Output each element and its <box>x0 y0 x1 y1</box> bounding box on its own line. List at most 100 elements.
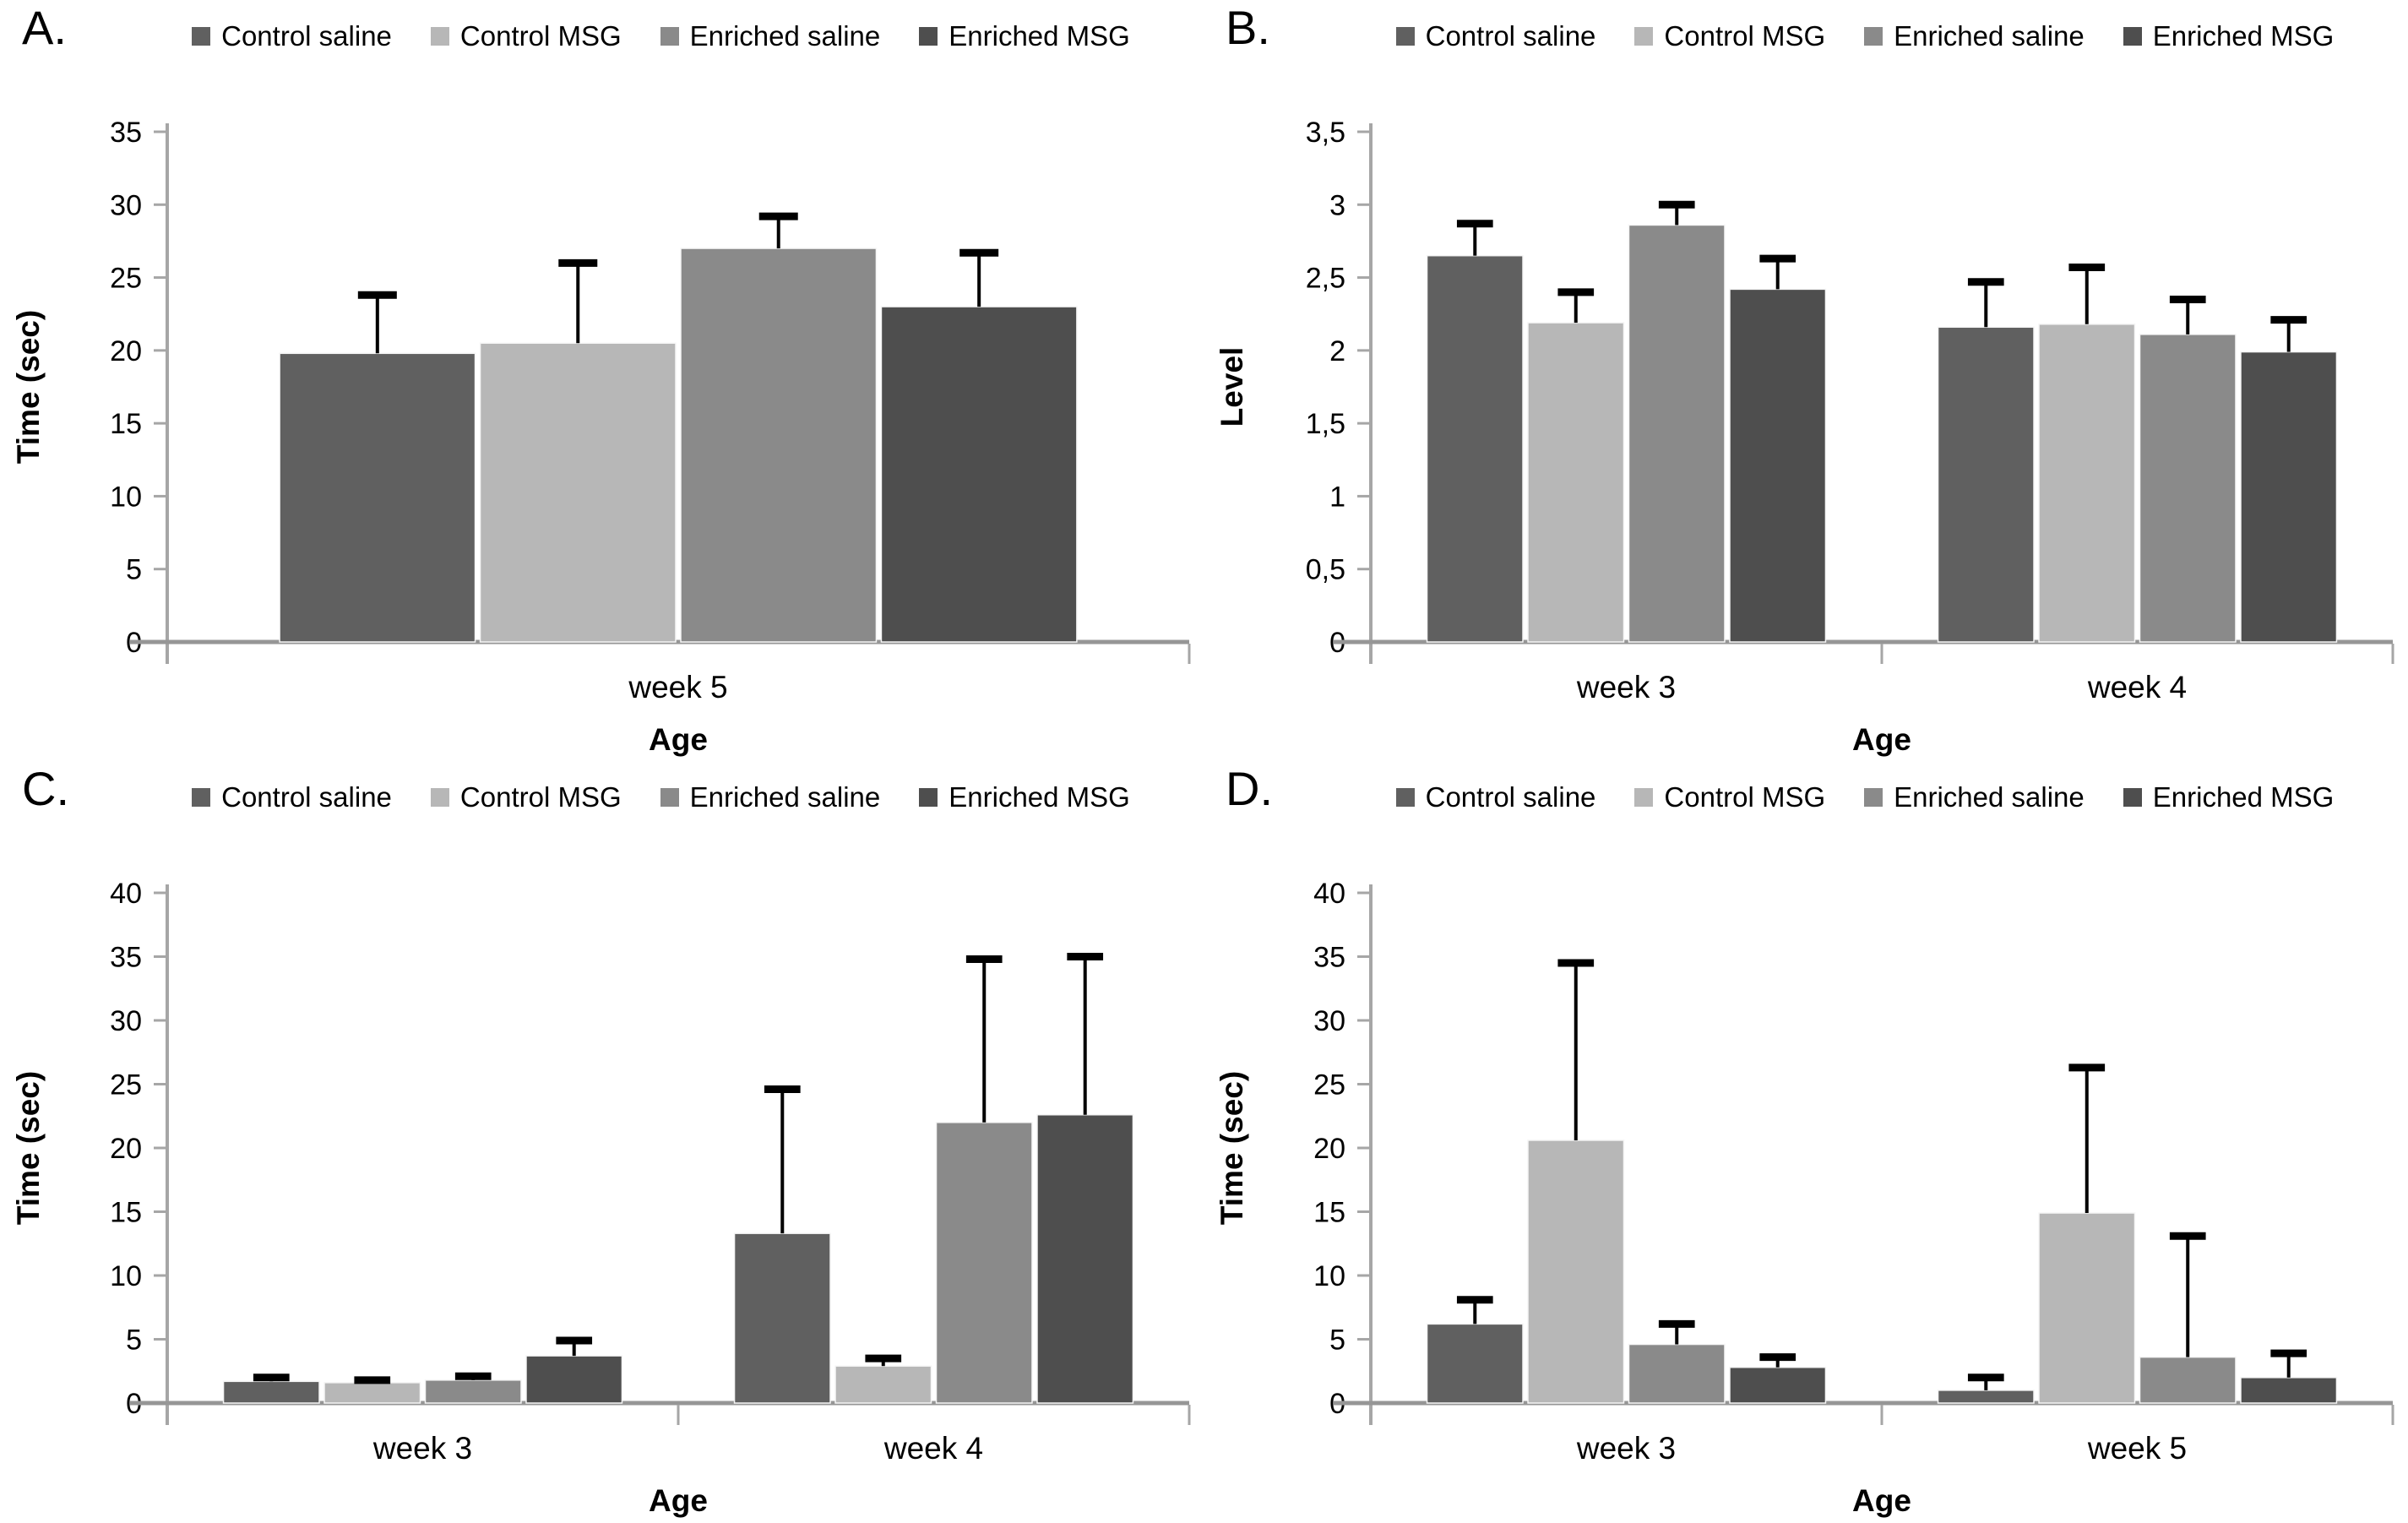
x-category-label: week 3 <box>1576 670 1676 704</box>
bar-enriched-msg-week-3 <box>1729 1366 1827 1404</box>
legend-d: Control saline Control MSG Enriched saline… <box>1347 781 2383 813</box>
panel-label-c: C. <box>22 762 69 815</box>
y-tick-label: 3 <box>1329 189 1345 221</box>
legend-label: Enriched MSG <box>2152 781 2335 813</box>
panel-a: A. Control saline Control MSG Enriched sal… <box>0 0 1204 761</box>
error-bar <box>2169 295 2206 335</box>
panel-label-a: A. <box>22 1 67 54</box>
error-bar <box>558 258 598 344</box>
bar-control-saline-week-3 <box>1426 1323 1524 1404</box>
legend-label: Enriched saline <box>1894 20 2085 52</box>
y-tick-label: 15 <box>110 1197 142 1229</box>
legend-label: Control MSG <box>459 781 622 813</box>
legend-item-enriched-msg: Enriched MSG <box>919 781 1130 813</box>
error-bar <box>2270 1349 2307 1378</box>
error-bar <box>1967 278 2004 328</box>
legend-swatch-icon <box>1395 27 1415 46</box>
y-tick-label: 15 <box>1313 1197 1345 1229</box>
y-tick-label: 40 <box>110 878 142 910</box>
legend-swatch-icon <box>1864 788 1883 807</box>
error-bar <box>354 1376 391 1384</box>
bar-enriched-saline-week-3 <box>1628 224 1726 643</box>
bar-control-msg-week-5 <box>2038 1212 2136 1404</box>
error-bar <box>1967 1373 2004 1390</box>
x-axis <box>1334 639 2394 664</box>
legend-item-enriched-msg: Enriched MSG <box>919 20 1130 52</box>
y-tick-label: 30 <box>110 189 142 221</box>
y-tick-label: 35 <box>1313 942 1345 974</box>
legend-swatch-icon <box>919 788 938 807</box>
legend-b: Control saline Control MSG Enriched saline… <box>1347 20 2383 52</box>
y-tick-label: 35 <box>110 117 142 149</box>
legend-a: Control saline Control MSG Enriched saline… <box>144 20 1178 52</box>
legend-label: Control saline <box>1425 20 1596 52</box>
x-axis <box>1334 1401 2394 1425</box>
legend-swatch-icon <box>430 788 449 807</box>
bar-enriched-msg-week-5 <box>2240 1377 2338 1404</box>
legend-label: Control MSG <box>1664 20 1826 52</box>
legend-label: Control saline <box>1425 781 1596 813</box>
bar-enriched-msg-week-5 <box>880 306 1078 643</box>
x-axis <box>130 639 1191 664</box>
bar-enriched-saline-week-4 <box>2139 334 2237 643</box>
bar-control-saline-week-5 <box>1937 1390 2035 1404</box>
error-bar <box>253 1373 290 1382</box>
legend-item-enriched-saline: Enriched saline <box>660 781 880 813</box>
y-axis: 00,511,522,533,5 <box>1306 117 1373 664</box>
x-axis-title: Age <box>1852 722 1911 757</box>
y-tick-label: 10 <box>1313 1260 1345 1292</box>
error-bar <box>965 955 1003 1123</box>
error-bar <box>1557 288 1595 324</box>
bar-control-saline-week-4 <box>733 1232 831 1404</box>
x-category-label: week 4 <box>883 1431 983 1466</box>
bar-control-msg-week-3 <box>1527 322 1625 643</box>
legend-item-enriched-saline: Enriched saline <box>1864 781 2085 813</box>
bar-control-msg-week-3 <box>1527 1140 1625 1404</box>
error-bar <box>1557 959 1595 1140</box>
panel-c: C. Control saline Control MSG Enriched sal… <box>0 761 1204 1523</box>
legend-swatch-icon <box>192 788 211 807</box>
legend-item-enriched-msg: Enriched MSG <box>2123 20 2334 52</box>
error-bar <box>1067 953 1104 1115</box>
y-tick-label: 40 <box>1313 878 1345 910</box>
bar-enriched-saline-week-5 <box>2139 1356 2237 1404</box>
bar-control-saline-week-3 <box>222 1380 320 1404</box>
legend-label: Enriched MSG <box>949 20 1130 52</box>
legend-label: Control MSG <box>459 20 622 52</box>
legend-label: Enriched MSG <box>949 781 1130 813</box>
y-tick-label: 25 <box>110 263 142 295</box>
legend-swatch-icon <box>2123 788 2142 807</box>
legend-item-control-saline: Control saline <box>192 20 392 52</box>
bar-control-saline-week-4 <box>1937 326 2035 643</box>
legend-label: Enriched saline <box>689 20 881 52</box>
error-bar <box>959 248 999 307</box>
bar-control-msg-week-3 <box>323 1382 421 1404</box>
y-axis-title: Time (sec) <box>1215 1071 1249 1225</box>
panel-label-d: D. <box>1226 762 1273 815</box>
legend-label: Enriched saline <box>1894 781 2085 813</box>
legend-swatch-icon <box>660 788 679 807</box>
y-axis: 05101520253035 <box>110 117 169 664</box>
error-bar <box>1456 220 1493 256</box>
legend-item-control-saline: Control saline <box>1395 781 1596 813</box>
bar-enriched-msg-week-3 <box>525 1355 623 1404</box>
y-tick-label: 5 <box>126 554 142 586</box>
panel-b: B. Control saline Control MSG Enriched sal… <box>1204 0 2408 761</box>
x-axis-title: Age <box>1852 1483 1911 1518</box>
y-tick-label: 1 <box>1329 481 1345 513</box>
error-bar <box>764 1085 801 1234</box>
y-tick-label: 30 <box>110 1005 142 1037</box>
bar-enriched-saline-week-5 <box>680 247 878 643</box>
bar-control-msg-week-4 <box>834 1365 932 1404</box>
y-tick-label: 15 <box>110 408 142 440</box>
error-bar <box>1658 1319 1695 1345</box>
y-tick-label: 20 <box>110 335 142 367</box>
bar-control-saline-week-5 <box>279 352 476 643</box>
y-axis-title: Level <box>1215 347 1249 427</box>
panel-d: D. Control saline Control MSG Enriched sal… <box>1204 761 2408 1523</box>
y-tick-label: 35 <box>110 942 142 974</box>
panel-label-b: B. <box>1226 1 1270 54</box>
